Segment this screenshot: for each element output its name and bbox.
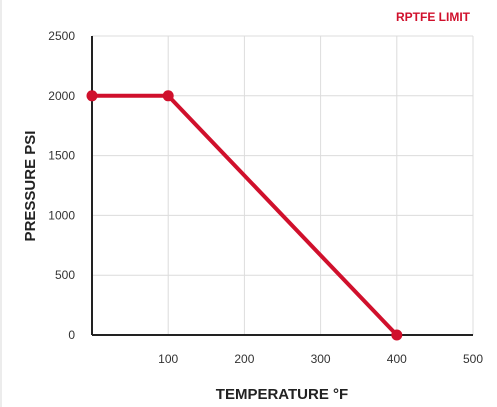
grid-layer (92, 35, 474, 335)
data-point (162, 90, 174, 102)
x-tick-label: 100 (158, 352, 178, 366)
axes-layer (91, 36, 473, 336)
legend-label: RPTFE LIMIT (396, 10, 471, 24)
y-tick-label: 1000 (48, 208, 75, 222)
y-tick-label: 0 (68, 328, 75, 342)
y-axis-title: PRESSURE PSI (22, 131, 39, 242)
data-point (391, 329, 403, 341)
y-tick-label: 2000 (48, 89, 75, 103)
data-point (86, 90, 98, 102)
x-tick-label: 500 (463, 352, 483, 366)
series-layer (86, 90, 403, 341)
labels-layer: 100 200 300 400 500 0 500 1000 1500 2000 2500 (48, 29, 483, 366)
x-tick-label: 200 (234, 352, 254, 366)
x-axis-title: TEMPERATURE °F (216, 386, 348, 403)
y-tick-label: 1500 (48, 149, 75, 163)
y-tick-label: 2500 (48, 29, 75, 43)
x-tick-label: 400 (387, 352, 407, 366)
y-tick-label: 500 (55, 268, 75, 282)
x-tick-label: 300 (311, 352, 331, 366)
